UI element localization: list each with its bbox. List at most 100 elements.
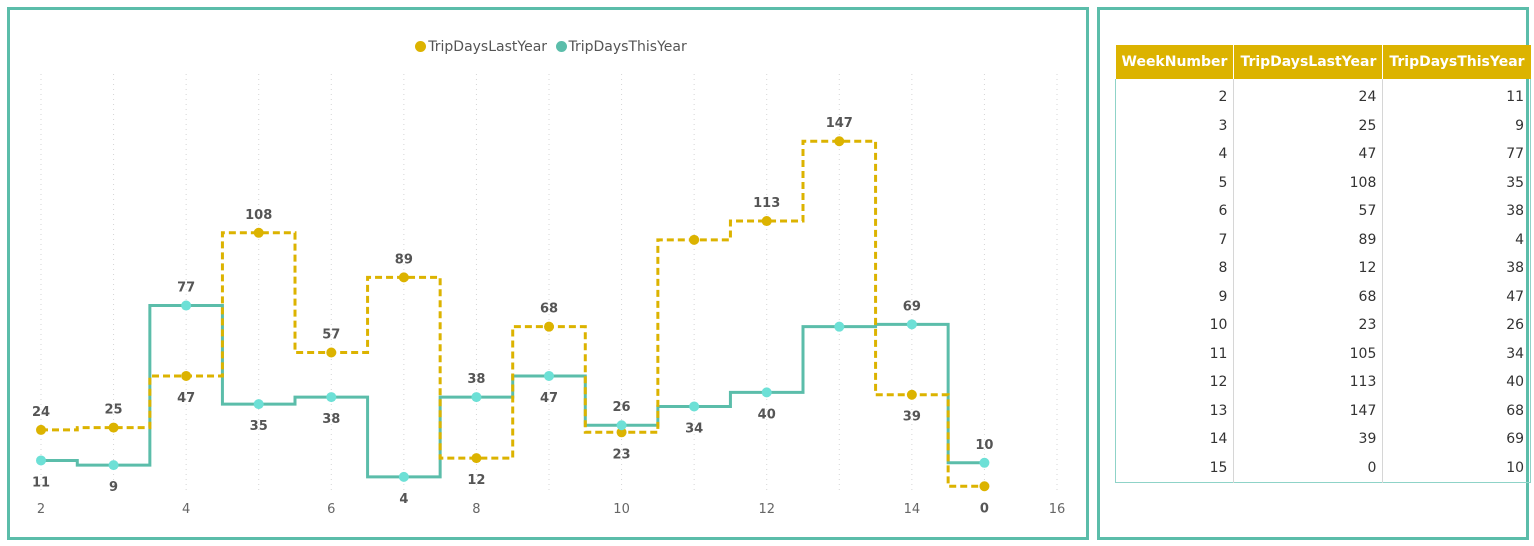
table-row[interactable]: 15 0 10	[1115, 453, 1531, 483]
legend-item-this-year[interactable]: TripDaysThisYear	[555, 39, 687, 55]
table-cell: 69	[1506, 431, 1525, 448]
table-row[interactable]: 10 23 26	[1115, 311, 1531, 340]
data-label: 38	[322, 412, 340, 427]
table-cell: 10	[1506, 459, 1525, 476]
table-cell: 6	[1115, 197, 1235, 226]
x-tick-label: 14	[904, 502, 921, 517]
data-label: 77	[177, 281, 195, 296]
table-cell: 35	[1506, 174, 1525, 191]
column-header-this-year[interactable]: TripDaysThisYear	[1382, 45, 1531, 79]
data-point	[906, 389, 917, 400]
table-row[interactable]: 7 89 4	[1115, 225, 1531, 254]
table-cell: 108	[1233, 168, 1384, 197]
table-row[interactable]: 5 108 35	[1115, 168, 1531, 197]
table-row[interactable]: 14 39 69	[1115, 425, 1531, 454]
table-cell: 38	[1506, 260, 1525, 277]
table-cell: 0	[1233, 453, 1384, 483]
table-cell: 4	[1115, 140, 1235, 169]
data-label: 25	[105, 403, 123, 418]
data-point	[471, 392, 482, 403]
table-cell: 39	[1233, 425, 1384, 454]
data-label: 69	[903, 299, 921, 314]
data-label: 10	[975, 438, 993, 453]
data-point	[544, 370, 554, 381]
data-label: 12	[467, 473, 485, 488]
table-row[interactable]: 4 47 77	[1115, 140, 1531, 169]
table-cell: 10	[1115, 311, 1235, 340]
table-cell: 12	[1115, 368, 1235, 397]
table-cell: 7	[1115, 225, 1235, 254]
data-point	[761, 216, 772, 227]
data-point	[326, 392, 337, 403]
table-row[interactable]: 11 105 34	[1115, 339, 1531, 368]
table-panel: WeekNumber TripDaysLastYear TripDaysThis…	[1097, 7, 1531, 540]
data-label: 113	[753, 196, 780, 211]
data-point	[471, 453, 482, 464]
data-point	[181, 370, 192, 381]
legend-label: TripDaysLastYear	[428, 39, 548, 55]
table-cell: 25	[1233, 111, 1384, 140]
data-label: 57	[322, 327, 340, 342]
legend-item-last-year[interactable]: TripDaysLastYear	[415, 39, 547, 55]
data-point	[36, 424, 46, 435]
table-cell: 26	[1506, 317, 1525, 334]
table-cell: 9	[1515, 117, 1525, 134]
data-point	[326, 347, 337, 358]
table-cell: 105	[1233, 339, 1384, 368]
data-point	[253, 227, 264, 238]
data-point	[253, 399, 264, 410]
data-label: 68	[540, 302, 558, 317]
x-tick-label: 2	[37, 502, 45, 517]
table-row[interactable]: 9 68 47	[1115, 282, 1531, 311]
x-tick-label: 12	[758, 502, 775, 517]
data-point	[398, 272, 409, 283]
table-cell: 57	[1233, 197, 1384, 226]
table-cell: 89	[1233, 225, 1384, 254]
data-label: 47	[177, 391, 195, 406]
data-label: 47	[540, 391, 558, 406]
data-table: WeekNumber TripDaysLastYear TripDaysThis…	[1115, 45, 1531, 483]
data-point	[616, 427, 627, 438]
table-cell: 3	[1115, 111, 1235, 140]
table-header-row: WeekNumber TripDaysLastYear TripDaysThis…	[1115, 45, 1531, 79]
data-label: 35	[250, 419, 268, 434]
data-point	[689, 234, 700, 245]
data-label: 9	[109, 480, 118, 495]
legend-label: TripDaysThisYear	[568, 39, 687, 55]
column-header-last-year[interactable]: TripDaysLastYear	[1233, 45, 1384, 79]
table-row[interactable]: 3 25 9	[1115, 111, 1531, 140]
data-point	[834, 136, 845, 147]
data-label: 0	[980, 501, 989, 516]
data-point	[689, 401, 700, 412]
table-cell: 47	[1506, 288, 1525, 305]
x-tick-label: 8	[472, 502, 480, 517]
table-cell: 34	[1506, 345, 1525, 362]
table-cell: 47	[1233, 140, 1384, 169]
table-cell: 24	[1233, 79, 1384, 112]
table-cell: 4	[1515, 231, 1525, 248]
data-point	[36, 455, 46, 466]
table-cell: 38	[1506, 203, 1525, 220]
table-cell: 14	[1115, 425, 1235, 454]
data-point	[398, 471, 409, 482]
table-row[interactable]: 8 12 38	[1115, 254, 1531, 283]
column-header-week[interactable]: WeekNumber	[1115, 45, 1235, 79]
table-cell: 15	[1115, 453, 1235, 483]
data-point	[181, 300, 192, 311]
table-cell: 9	[1115, 282, 1235, 311]
table-row[interactable]: 2 24 11	[1115, 79, 1531, 112]
table-row[interactable]: 6 57 38	[1115, 197, 1531, 226]
x-tick-label: 4	[182, 502, 190, 517]
data-point	[906, 319, 917, 330]
table-row[interactable]: 13 147 68	[1115, 396, 1531, 425]
table-cell: 11	[1115, 339, 1235, 368]
table-cell: 12	[1233, 254, 1384, 283]
series-line	[41, 139, 985, 488]
table-cell: 113	[1233, 368, 1384, 397]
data-point	[979, 457, 990, 468]
table-row[interactable]: 12 113 40	[1115, 368, 1531, 397]
data-label: 11	[32, 475, 50, 490]
data-label: 24	[32, 405, 50, 420]
chart-panel: TripDaysLastYear TripDaysThisYear 2 4 6 8 10…	[7, 7, 1089, 540]
